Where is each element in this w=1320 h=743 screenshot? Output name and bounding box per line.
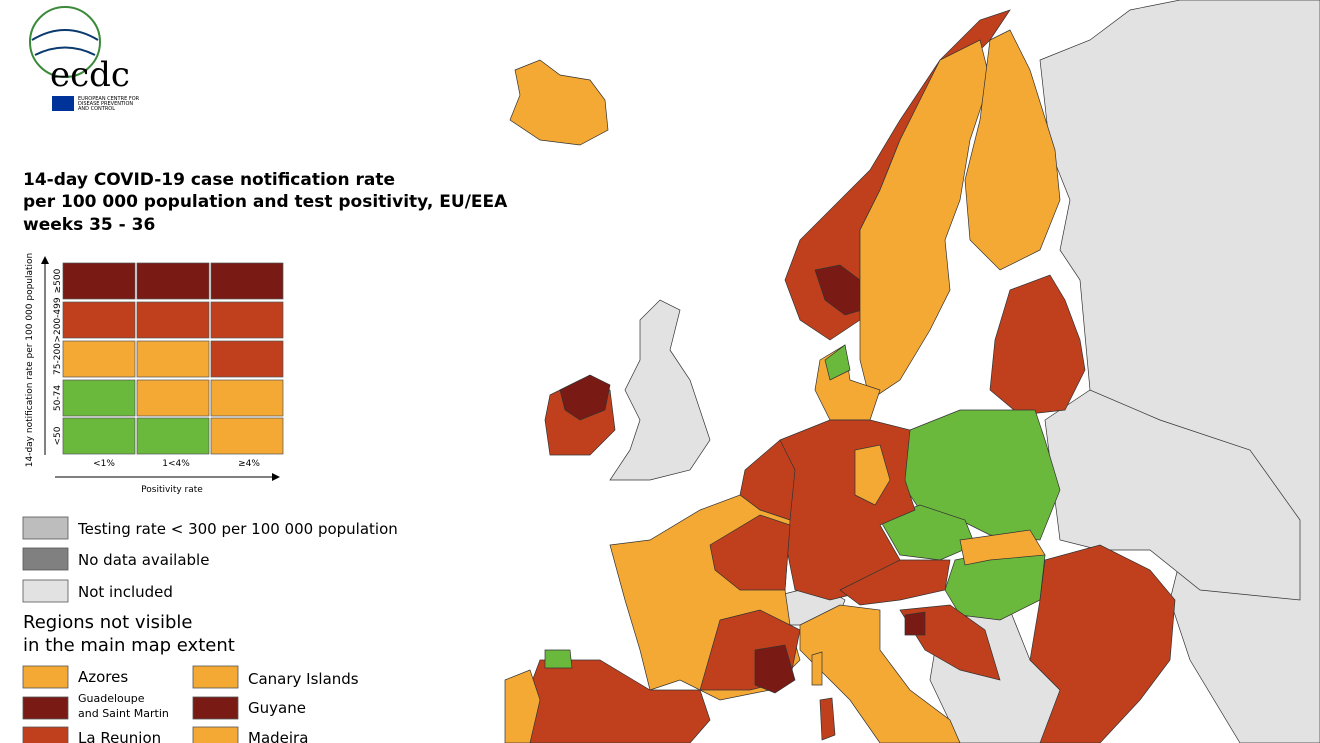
cell (210, 379, 284, 417)
austria (839, 559, 951, 606)
regions-heading: in the main map extent (23, 635, 235, 656)
france-red (709, 514, 791, 591)
belarus-ukraine (1044, 389, 1301, 601)
poland (899, 409, 1061, 541)
region-label: Guadeloupe (78, 692, 145, 705)
portugal (504, 669, 541, 743)
row-label: 75-200 (53, 343, 63, 375)
cell (62, 379, 136, 417)
region-swatch (192, 665, 239, 689)
legend-swatch (22, 547, 69, 571)
sweden (859, 39, 991, 401)
romania-bulgaria (1029, 544, 1176, 743)
cell (210, 301, 284, 339)
title: per 100 000 population and test positivi… (23, 192, 508, 212)
iceland (509, 59, 609, 146)
row-label: <50 (53, 426, 63, 445)
legend-swatch (22, 516, 69, 540)
cell (136, 379, 210, 417)
finland (964, 29, 1061, 271)
org-name: EUROPEAN CENTRE FOR (78, 96, 140, 102)
legend-label: No data available (78, 551, 209, 569)
column-label: <1% (93, 459, 115, 469)
hungary (944, 549, 1046, 621)
title: weeks 35 - 36 (23, 215, 155, 235)
region-label: La Reunion (78, 729, 161, 743)
great-britain (609, 299, 711, 481)
region-label: Madeira (248, 729, 308, 743)
x-axis-label: Positivity rate (141, 485, 203, 495)
row-label: >200-499 (53, 297, 63, 342)
region-swatch (22, 665, 69, 689)
germany-center (854, 444, 891, 506)
arrow-head (41, 256, 49, 264)
cell (210, 262, 284, 300)
row-label: ≥500 (53, 268, 63, 293)
org-name: DISEASE PREVENTION (78, 101, 133, 107)
cell (136, 262, 210, 300)
column-label: 1<4% (162, 459, 190, 469)
legend-swatch (22, 579, 69, 603)
slovakia (959, 529, 1046, 566)
region-label: Azores (78, 668, 128, 686)
region-swatch (22, 696, 69, 720)
sardinia (819, 697, 836, 741)
denmark-north (824, 344, 851, 381)
marseille (754, 644, 796, 694)
region-swatch (22, 726, 69, 743)
cell (136, 417, 210, 455)
logo-globe (29, 6, 101, 78)
cell (210, 340, 284, 378)
regions-heading: Regions not visible (23, 612, 192, 633)
column-label: ≥4% (238, 459, 260, 469)
region-label: and Saint Martin (78, 707, 169, 720)
logo: ecdc EUROPEAN CENTRE FOR DISEASE PREVENT… (29, 6, 140, 112)
region-label: Guyane (248, 699, 306, 717)
europe-map (504, 0, 1320, 743)
legend-label: Testing rate < 300 per 100 000 populatio… (77, 520, 398, 538)
cell (62, 301, 136, 339)
row-label: 50-74 (53, 385, 63, 411)
arrow-head (272, 473, 280, 481)
baltics (989, 274, 1086, 416)
region-swatch (192, 726, 239, 743)
y-axis-label: 14-day notification rate per 100 000 pop… (25, 253, 35, 468)
logo-text: ecdc (50, 55, 130, 95)
legend-label: Not included (78, 583, 173, 601)
org-name: AND CONTROL (78, 106, 115, 112)
eu-flag (52, 96, 74, 111)
region-swatch (192, 696, 239, 720)
cell (136, 301, 210, 339)
northern-ireland (559, 374, 611, 421)
corsica (811, 651, 823, 686)
zagreb (904, 611, 926, 636)
title: 14-day COVID-19 case notification rate (23, 170, 395, 190)
cell (62, 262, 136, 300)
logo-lines (31, 29, 99, 56)
region-label: Canary Islands (248, 670, 359, 688)
cell (62, 340, 136, 378)
cell (136, 340, 210, 378)
matrix (62, 262, 284, 455)
spain-north (544, 649, 573, 669)
cell (210, 417, 284, 455)
cell (62, 417, 136, 455)
